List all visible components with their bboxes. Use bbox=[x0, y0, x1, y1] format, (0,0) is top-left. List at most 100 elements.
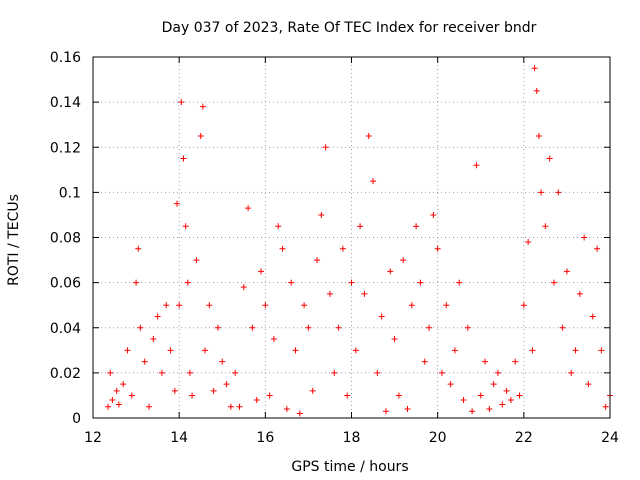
data-point bbox=[460, 396, 467, 403]
data-point bbox=[180, 155, 187, 162]
data-point bbox=[135, 245, 142, 252]
data-point bbox=[288, 279, 295, 286]
y-tick-labels: 0 0.02 0.04 0.06 0.08 0.1 0.12 0.14 0.16 bbox=[50, 50, 81, 427]
data-point bbox=[210, 387, 217, 394]
data-point bbox=[568, 369, 575, 376]
data-point bbox=[120, 381, 127, 388]
data-point bbox=[365, 132, 372, 139]
data-point bbox=[249, 324, 256, 331]
axis-ticks bbox=[92, 56, 611, 419]
data-point bbox=[421, 358, 428, 365]
data-point bbox=[585, 381, 592, 388]
data-point bbox=[266, 392, 273, 399]
data-point bbox=[391, 336, 398, 343]
data-point bbox=[486, 405, 493, 412]
data-point bbox=[482, 358, 489, 365]
data-point bbox=[456, 279, 463, 286]
data-point bbox=[404, 405, 411, 412]
data-point bbox=[374, 369, 381, 376]
data-point bbox=[128, 392, 135, 399]
data-point bbox=[361, 290, 368, 297]
data-point bbox=[227, 403, 234, 410]
grid-lines bbox=[93, 57, 610, 418]
data-point bbox=[572, 347, 579, 354]
data-point bbox=[283, 405, 290, 412]
data-point bbox=[512, 358, 519, 365]
data-point bbox=[232, 369, 239, 376]
data-point bbox=[426, 324, 433, 331]
x-tick-label: 24 bbox=[601, 430, 619, 446]
data-point bbox=[413, 223, 420, 230]
data-point bbox=[176, 302, 183, 309]
data-point bbox=[451, 347, 458, 354]
data-point bbox=[115, 401, 122, 408]
data-point bbox=[434, 245, 441, 252]
data-point bbox=[357, 223, 364, 230]
x-tick-label: 14 bbox=[170, 430, 188, 446]
data-point bbox=[150, 336, 157, 343]
data-point bbox=[133, 279, 140, 286]
data-point bbox=[382, 408, 389, 415]
y-tick-label: 0.14 bbox=[50, 95, 81, 111]
x-tick-label: 18 bbox=[343, 430, 361, 446]
x-tick-label: 12 bbox=[84, 430, 102, 446]
data-point bbox=[516, 392, 523, 399]
data-point bbox=[535, 132, 542, 139]
data-point bbox=[503, 387, 510, 394]
x-tick-label: 20 bbox=[429, 430, 447, 446]
y-tick-label: 0.08 bbox=[50, 231, 81, 247]
y-tick-label: 0.04 bbox=[50, 321, 81, 337]
data-point bbox=[223, 381, 230, 388]
data-point bbox=[469, 408, 476, 415]
data-point bbox=[447, 381, 454, 388]
data-point bbox=[494, 369, 501, 376]
data-point bbox=[189, 392, 196, 399]
data-point bbox=[163, 302, 170, 309]
data-point bbox=[270, 336, 277, 343]
data-point bbox=[193, 257, 200, 264]
data-point bbox=[538, 189, 545, 196]
data-point bbox=[326, 290, 333, 297]
data-point bbox=[202, 347, 209, 354]
data-point bbox=[507, 396, 514, 403]
data-point bbox=[473, 162, 480, 169]
data-point bbox=[331, 369, 338, 376]
data-point bbox=[576, 290, 583, 297]
data-point bbox=[529, 347, 536, 354]
data-point bbox=[443, 302, 450, 309]
data-point bbox=[146, 403, 153, 410]
data-point bbox=[174, 200, 181, 207]
data-point bbox=[339, 245, 346, 252]
data-point bbox=[438, 369, 445, 376]
data-point bbox=[531, 65, 538, 72]
data-point bbox=[464, 324, 471, 331]
data-points bbox=[105, 65, 613, 417]
x-tick-label: 22 bbox=[515, 430, 533, 446]
data-point bbox=[555, 189, 562, 196]
data-point bbox=[550, 279, 557, 286]
data-point bbox=[598, 347, 605, 354]
data-point bbox=[490, 381, 497, 388]
y-tick-label: 0.16 bbox=[50, 50, 81, 66]
chart-title: Day 037 of 2023, Rate Of TEC Index for r… bbox=[162, 20, 537, 36]
data-point bbox=[296, 410, 303, 417]
data-point bbox=[430, 211, 437, 218]
data-point bbox=[186, 369, 193, 376]
data-point bbox=[499, 401, 506, 408]
x-tick-labels: 12 14 16 18 20 22 24 bbox=[84, 430, 619, 446]
data-point bbox=[563, 268, 570, 275]
data-point bbox=[525, 239, 532, 246]
data-point bbox=[258, 268, 265, 275]
data-point bbox=[520, 302, 527, 309]
data-point bbox=[292, 347, 299, 354]
data-point bbox=[602, 403, 609, 410]
data-point bbox=[199, 103, 206, 110]
data-point bbox=[141, 358, 148, 365]
data-point bbox=[105, 403, 112, 410]
data-point bbox=[154, 313, 161, 320]
x-axis-label: GPS time / hours bbox=[291, 459, 408, 475]
data-point bbox=[275, 223, 282, 230]
y-tick-label: 0 bbox=[72, 411, 81, 427]
data-point bbox=[318, 211, 325, 218]
